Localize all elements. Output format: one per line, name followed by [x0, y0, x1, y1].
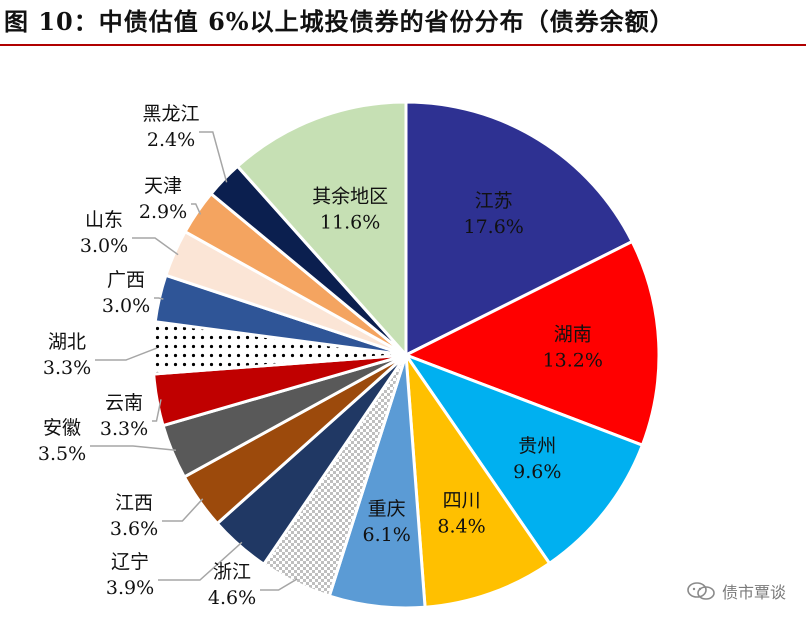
watermark-text: 债市覃谈	[721, 583, 786, 602]
slice-name-label: 浙江	[213, 561, 251, 583]
slice-value-label: 2.9%	[139, 201, 187, 223]
slice-value-label: 3.6%	[110, 518, 158, 540]
slice-value-label: 3.5%	[38, 443, 86, 465]
slice-value-label: 4.6%	[208, 587, 256, 609]
pie-slice-1	[402, 239, 661, 448]
leader-line	[154, 297, 164, 300]
slice-name-label: 湖南	[554, 324, 592, 346]
slice-name-label: 其余地区	[312, 185, 388, 207]
slice-name-label: 辽宁	[111, 551, 149, 573]
leader-line	[199, 131, 228, 183]
slice-name-label: 贵州	[518, 435, 556, 457]
slice-name-label: 四川	[443, 489, 481, 511]
leader-line	[90, 445, 177, 452]
slice-value-label: 3.0%	[80, 235, 128, 257]
slice-value-label: 2.4%	[147, 129, 195, 151]
slice-name-label: 山东	[85, 209, 123, 231]
leader-line	[132, 237, 179, 256]
wechat-icon	[687, 582, 715, 600]
leader-line	[191, 203, 202, 215]
slice-name-label: 安徽	[43, 417, 81, 439]
slice-value-label: 13.2%	[543, 350, 603, 372]
leader-line	[260, 578, 298, 591]
slice-value-label: 11.6%	[320, 211, 380, 233]
leader-line	[162, 498, 204, 522]
slice-name-label: 湖北	[48, 331, 86, 353]
slice-value-label: 6.1%	[362, 524, 410, 546]
slice-name-label: 天津	[144, 175, 182, 197]
pie-slice-15	[235, 100, 408, 359]
pie-slice-3	[404, 349, 552, 609]
slice-name-label: 江苏	[475, 190, 513, 212]
slice-value-label: 3.3%	[100, 418, 148, 440]
slice-name-label: 广西	[107, 269, 145, 291]
slice-value-label: 3.9%	[106, 577, 154, 599]
leader-line	[158, 541, 243, 581]
slice-value-label: 8.4%	[437, 515, 485, 537]
slice-value-label: 3.3%	[43, 357, 91, 379]
pie-slice-2	[402, 351, 645, 566]
slice-value-label: 17.6%	[464, 216, 524, 238]
slice-name-label: 江西	[115, 492, 153, 514]
slice-name-label: 黑龙江	[142, 103, 199, 125]
title-rule	[0, 44, 806, 46]
leader-line	[152, 399, 162, 422]
slice-value-label: 9.6%	[513, 461, 561, 483]
slice-value-label: 3.0%	[102, 295, 150, 317]
slice-name-label: 重庆	[368, 498, 406, 520]
chart-title: 图 10：中债估值 6%以上城投债券的省份分布（债券余额）	[4, 7, 675, 36]
watermark: 债市覃谈	[686, 579, 786, 603]
pie-slice-0	[404, 100, 635, 358]
leader-line	[95, 347, 158, 361]
slice-name-label: 云南	[105, 392, 143, 414]
